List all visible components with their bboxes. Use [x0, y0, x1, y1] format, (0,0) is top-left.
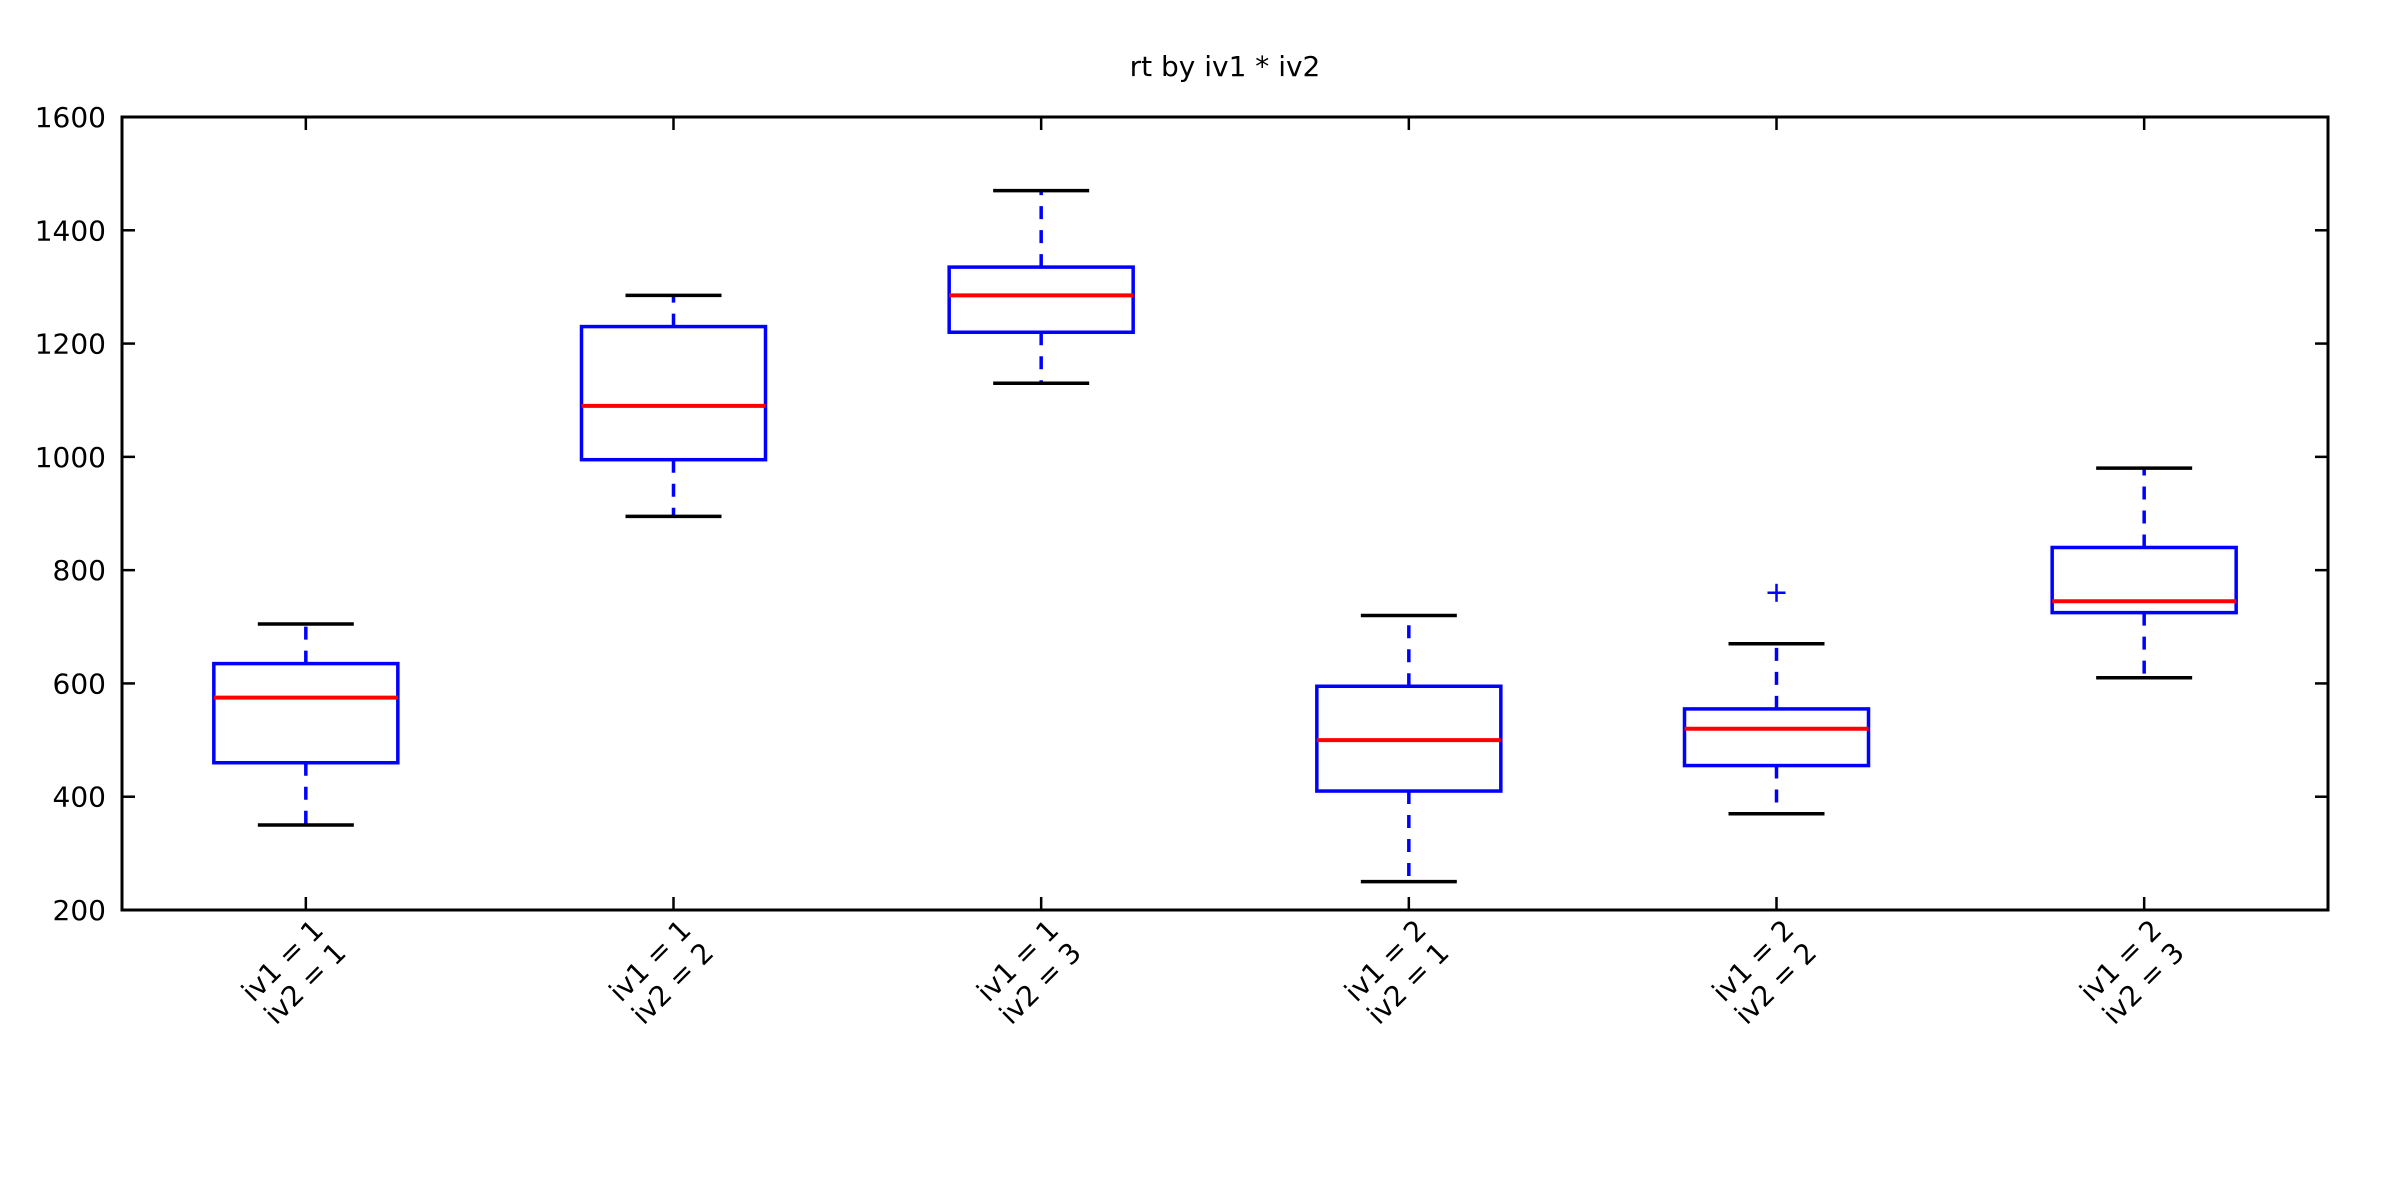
plot-border — [120, 115, 2330, 912]
y-tick-label: 1000 — [35, 441, 106, 474]
boxplot-box — [947, 188, 1135, 385]
box-rect — [2050, 545, 2238, 615]
boxplot-box — [1682, 583, 1871, 816]
y-tick-label: 200 — [53, 894, 106, 927]
flier-marker — [1767, 583, 1786, 602]
y-tick-label: 1400 — [35, 214, 106, 247]
boxplot-box — [579, 293, 768, 519]
box-rect — [1682, 707, 1871, 768]
boxplot-box — [2050, 466, 2238, 680]
box-rect — [212, 661, 400, 765]
boxplot-box — [212, 622, 400, 827]
box-rect — [947, 265, 1135, 334]
chart-title: rt by iv1 * iv2 — [1129, 50, 1321, 83]
boxplot-box — [1315, 613, 1503, 884]
y-tick-label: 1200 — [35, 328, 106, 361]
y-tick-label: 400 — [53, 781, 106, 814]
y-tick-label: 600 — [53, 667, 106, 700]
y-tick-label: 800 — [53, 554, 106, 587]
y-tick-label: 1600 — [35, 101, 106, 134]
box-rect — [579, 324, 768, 462]
